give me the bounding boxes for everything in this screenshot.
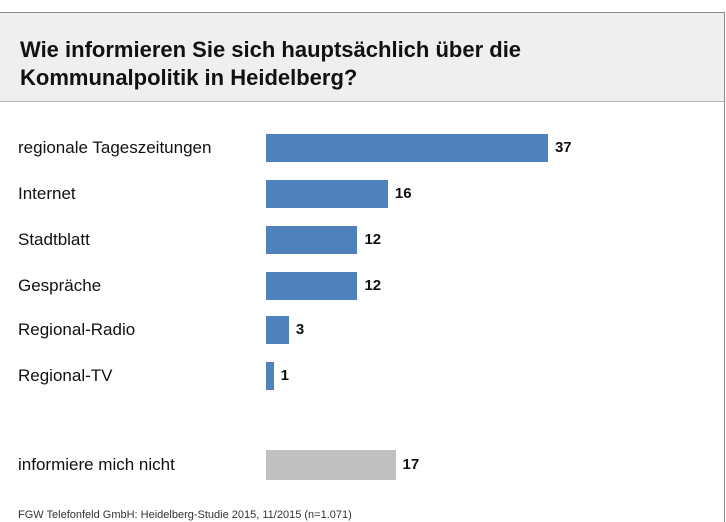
data-label: 37 [554,139,572,156]
data-label: 12 [364,277,382,294]
bar [266,226,358,254]
data-label: 1 [280,367,289,384]
data-label: 16 [394,185,412,202]
category-label: Regional-Radio [18,320,136,339]
category-label: Internet [18,184,76,203]
chart-header [0,13,724,101]
bar [266,134,548,162]
category-label: Regional-TV [18,366,113,385]
header-divider [0,101,724,102]
category-label: Gespräche [18,276,102,295]
data-label: 12 [364,231,382,248]
chart-title: Wie informieren Sie sich hauptsächlich ü… [20,37,522,90]
data-label: 3 [295,321,305,338]
bar [266,180,388,208]
bar [266,272,358,300]
bar [266,316,289,344]
category-label: regionale Tageszeitungen [18,138,212,157]
data-label: 17 [402,456,420,473]
category-label: Stadtblatt [18,230,90,249]
chart-frame [0,12,725,522]
source-note: FGW Telefonfeld GmbH: Heidelberg-Studie … [18,509,352,521]
bar [266,362,274,390]
category-label: informiere mich nicht [18,455,175,474]
bar [266,450,396,480]
